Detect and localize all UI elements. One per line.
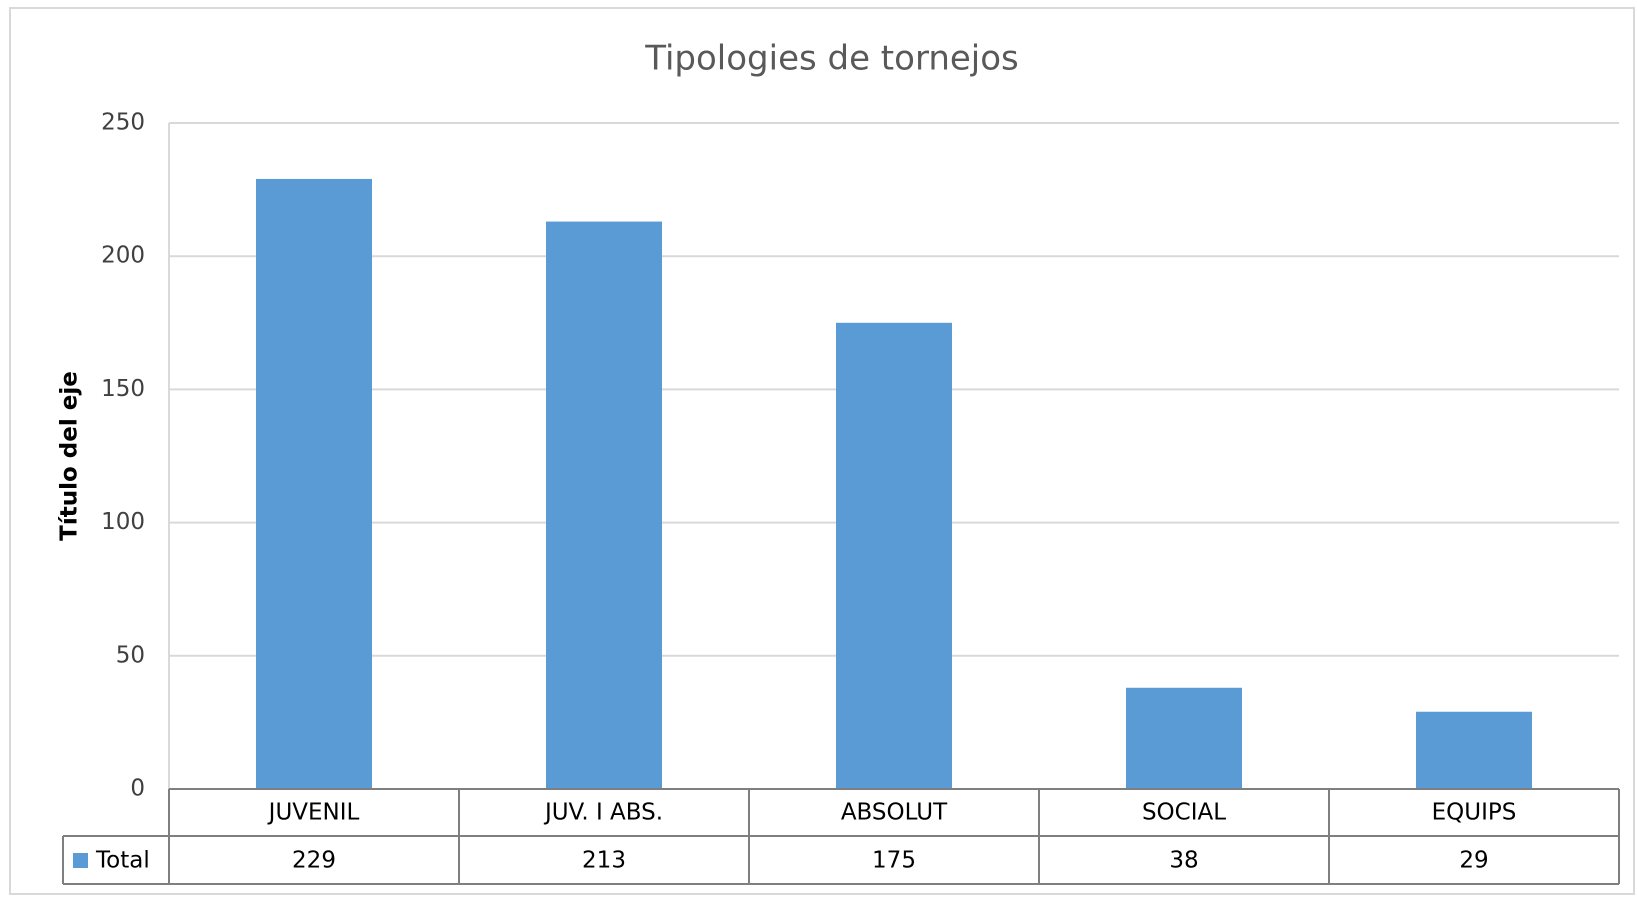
bar [1416, 711, 1532, 789]
bar [546, 221, 662, 789]
y-tick-label: 150 [101, 376, 145, 402]
table-value: 29 [1459, 848, 1488, 874]
table-value: 213 [582, 848, 626, 874]
x-tick-label: JUV. I ABS. [543, 800, 663, 826]
table-value: 38 [1169, 848, 1198, 874]
table-value: 229 [292, 848, 336, 874]
x-tick-label: ABSOLUT [841, 800, 948, 826]
bar [256, 178, 372, 790]
y-tick-label: 0 [130, 776, 145, 802]
x-tick-label: EQUIPS [1432, 800, 1517, 826]
x-tick-label: SOCIAL [1142, 800, 1226, 826]
table-value: 175 [872, 848, 916, 874]
y-axis-title: Título del eje [57, 371, 83, 541]
x-tick-label: JUVENIL [267, 800, 360, 826]
legend-key [73, 853, 88, 868]
y-tick-label: 250 [101, 110, 145, 136]
y-tick-label: 100 [101, 509, 145, 535]
chart-border [9, 7, 1635, 895]
chart-title: Tipologies de tornejos [644, 39, 1019, 79]
bar [836, 322, 952, 789]
y-tick-label: 200 [101, 243, 145, 269]
bar [1126, 687, 1242, 789]
y-tick-label: 50 [116, 642, 145, 668]
legend-label: Total [95, 848, 150, 874]
